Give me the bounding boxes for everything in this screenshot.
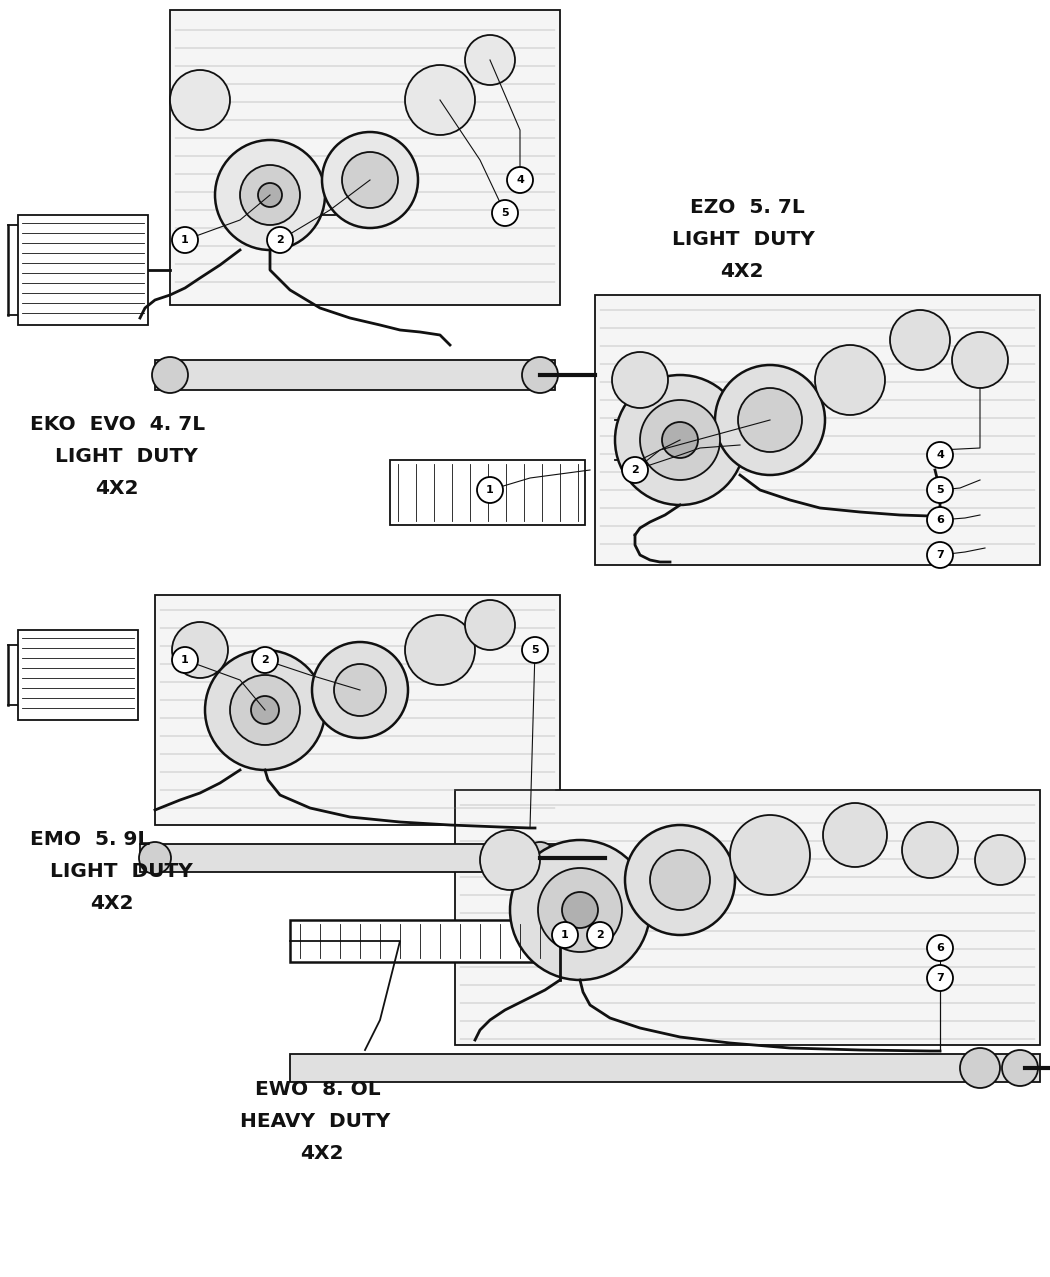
Text: LIGHT  DUTY: LIGHT DUTY (50, 862, 193, 881)
Circle shape (562, 893, 598, 928)
Text: 5: 5 (531, 645, 539, 655)
Text: 6: 6 (936, 515, 944, 525)
Circle shape (334, 664, 386, 716)
Circle shape (715, 365, 825, 475)
Circle shape (823, 803, 887, 867)
Circle shape (927, 541, 953, 568)
Circle shape (240, 165, 300, 225)
Circle shape (465, 600, 514, 650)
Bar (18, 630, 138, 720)
Circle shape (552, 922, 578, 948)
Text: 5: 5 (501, 208, 509, 218)
Circle shape (172, 227, 198, 253)
Bar (390, 460, 585, 525)
Circle shape (267, 227, 293, 253)
Circle shape (927, 507, 953, 533)
Circle shape (139, 842, 171, 873)
Circle shape (890, 310, 950, 370)
Circle shape (960, 1048, 1000, 1088)
Circle shape (975, 835, 1025, 885)
Bar (155, 595, 560, 825)
Circle shape (538, 868, 622, 951)
Circle shape (927, 478, 953, 503)
Circle shape (312, 642, 408, 738)
Circle shape (902, 822, 958, 879)
Bar (18, 215, 148, 326)
Circle shape (477, 478, 503, 503)
Bar (290, 1054, 1040, 1082)
Text: 1: 1 (181, 655, 189, 665)
Circle shape (172, 622, 228, 678)
Circle shape (252, 647, 278, 673)
Text: 4X2: 4X2 (300, 1144, 343, 1163)
Circle shape (522, 637, 548, 663)
Text: 2: 2 (276, 235, 284, 245)
Text: 2: 2 (631, 465, 638, 475)
Circle shape (662, 421, 698, 458)
Circle shape (492, 200, 518, 226)
Circle shape (522, 358, 558, 393)
Circle shape (152, 358, 188, 393)
Text: 4X2: 4X2 (720, 262, 763, 281)
Text: 1: 1 (561, 930, 569, 940)
Text: 5: 5 (937, 485, 944, 495)
Circle shape (251, 696, 279, 724)
Circle shape (215, 140, 326, 250)
Circle shape (952, 332, 1008, 388)
Circle shape (322, 132, 418, 229)
Circle shape (927, 965, 953, 991)
Text: 4: 4 (936, 450, 944, 460)
Bar (595, 295, 1040, 564)
Text: EKO  EVO  4. 7L: EKO EVO 4. 7L (30, 415, 205, 434)
Text: 1: 1 (181, 235, 189, 245)
Circle shape (730, 815, 810, 895)
Text: 6: 6 (936, 942, 944, 953)
Circle shape (507, 167, 533, 193)
Circle shape (170, 70, 230, 130)
Circle shape (480, 830, 540, 890)
Circle shape (815, 345, 885, 415)
Circle shape (510, 840, 650, 979)
Circle shape (625, 825, 735, 935)
Circle shape (650, 850, 710, 911)
Text: EWO  8. OL: EWO 8. OL (255, 1080, 380, 1099)
Text: 4X2: 4X2 (94, 479, 139, 498)
Text: 4X2: 4X2 (90, 894, 133, 913)
Text: LIGHT  DUTY: LIGHT DUTY (55, 447, 197, 466)
Text: EMO  5. 9L: EMO 5. 9L (30, 830, 150, 849)
Bar (455, 790, 1040, 1045)
Circle shape (205, 650, 326, 770)
Circle shape (738, 388, 802, 452)
Text: 1: 1 (486, 485, 494, 495)
Text: HEAVY  DUTY: HEAVY DUTY (240, 1112, 391, 1131)
Text: EZO  5. 7L: EZO 5. 7L (690, 198, 804, 217)
Circle shape (524, 842, 557, 873)
Circle shape (612, 352, 668, 407)
Text: 2: 2 (261, 655, 269, 665)
Circle shape (258, 183, 282, 207)
Circle shape (230, 676, 300, 744)
Text: 7: 7 (937, 973, 944, 983)
Circle shape (405, 65, 475, 135)
Circle shape (615, 375, 746, 504)
Text: 4: 4 (516, 175, 524, 185)
Circle shape (622, 457, 648, 483)
Bar (140, 844, 555, 872)
Circle shape (1002, 1050, 1038, 1085)
Text: 7: 7 (937, 550, 944, 561)
Text: LIGHT  DUTY: LIGHT DUTY (672, 230, 815, 249)
Circle shape (927, 442, 953, 467)
Circle shape (172, 647, 198, 673)
Circle shape (640, 400, 720, 480)
Circle shape (342, 152, 398, 208)
Circle shape (465, 34, 514, 86)
Bar (290, 919, 560, 962)
Circle shape (405, 616, 475, 684)
Bar (170, 10, 560, 305)
Text: 2: 2 (596, 930, 604, 940)
Circle shape (927, 935, 953, 962)
Bar (155, 360, 555, 389)
Circle shape (587, 922, 613, 948)
